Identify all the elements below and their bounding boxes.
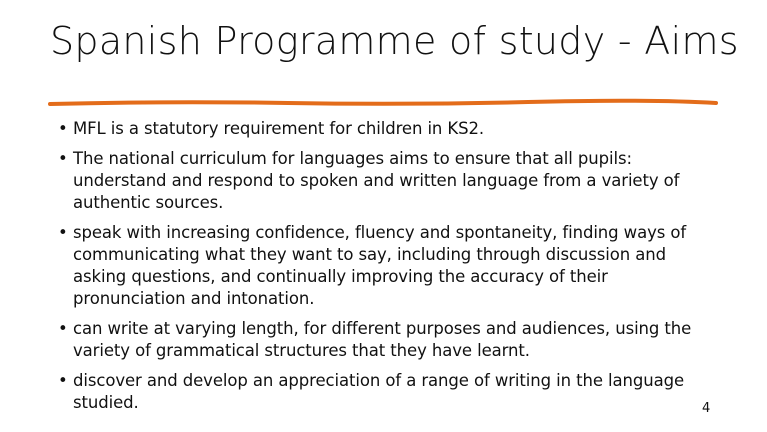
slide-title: Spanish Programme of study - Aims (50, 19, 739, 63)
bullet-item: MFL is a statutory requirement for child… (58, 118, 718, 140)
bullet-list: MFL is a statutory requirement for child… (58, 118, 718, 422)
title-underline (48, 98, 718, 106)
bullet-item: discover and develop an appreciation of … (58, 370, 718, 414)
page-number: 4 (702, 401, 711, 416)
bullet-item: speak with increasing confidence, fluenc… (58, 222, 718, 310)
bullet-item: The national curriculum for languages ai… (58, 148, 718, 214)
bullet-item: can write at varying length, for differe… (58, 318, 718, 362)
